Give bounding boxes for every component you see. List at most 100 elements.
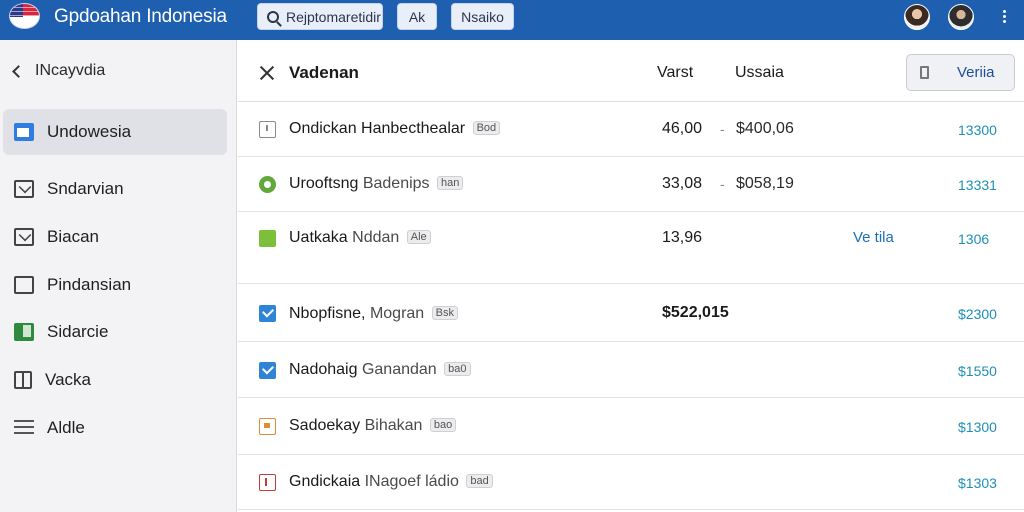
row-title: Urooftsng	[289, 175, 359, 192]
document-icon	[259, 121, 276, 138]
row-title: Sadoekay	[289, 417, 361, 434]
sidebar-item-aldle[interactable]: Aldle	[3, 405, 227, 451]
document-icon	[14, 371, 32, 389]
row-dash: -	[720, 176, 725, 192]
row-tag: bad	[466, 474, 493, 488]
row-name: Ondickan Hanbecthealar Bod	[289, 120, 501, 138]
row-tag: ba0	[444, 362, 471, 376]
top-bar: Gpdoahan Indonesia Rejptomaretidir Ak Ns…	[0, 0, 1024, 40]
row-amount[interactable]: 13300	[958, 122, 997, 138]
chevron-left-icon	[12, 64, 25, 78]
row-subtitle: Nddan	[352, 229, 400, 246]
row-tag: bao	[429, 418, 457, 432]
box-icon	[14, 276, 34, 294]
row-title: Uatkaka	[289, 229, 348, 246]
row-subtitle: Bihakan	[364, 417, 423, 434]
image-icon	[259, 418, 276, 435]
row-subtitle: Badenips	[362, 175, 430, 192]
nsaiko-button[interactable]: Nsaiko	[451, 3, 514, 30]
sidebar-item-vacka[interactable]: Vacka	[3, 357, 227, 403]
table-row[interactable]: Nbopfisne, Mogran Bsk $522,015 $2300	[238, 284, 1024, 342]
row-tag: Bsk	[431, 306, 458, 320]
row-subtitle: Mogran	[369, 305, 425, 322]
row-value-ussaia: $058,19	[736, 175, 794, 192]
more-vertical-icon[interactable]	[1000, 8, 1008, 26]
sidebar-item-label: Biacan	[47, 227, 99, 246]
sidebar-back-label: INcayvdia	[35, 62, 106, 79]
mail-icon	[14, 180, 34, 198]
avatar[interactable]	[904, 4, 930, 30]
row-value-varst: $522,015	[662, 304, 729, 321]
row-name: Nbopfisne, Mogran Bsk	[289, 305, 458, 323]
row-amount[interactable]: 1306	[958, 231, 990, 247]
sidebar: INcayvdia Undowesia Sndarvian Biacan Pin…	[0, 40, 237, 512]
row-name: Sadoekay Bihakan bao	[289, 417, 457, 435]
calendar-icon	[14, 123, 34, 141]
row-name: Urooftsng Badenips han	[289, 175, 464, 193]
sidebar-item-biacan[interactable]: Biacan	[3, 214, 227, 260]
row-title: Gndickaia	[289, 473, 361, 490]
flag-icon	[9, 3, 40, 29]
row-link[interactable]: Ve tila	[853, 229, 894, 246]
document-icon	[920, 66, 929, 79]
sidebar-back[interactable]: INcayvdia	[10, 62, 105, 80]
row-title: Nbopfisne,	[289, 305, 366, 322]
column-header-varst[interactable]: Varst	[657, 64, 694, 81]
row-tag: Bod	[472, 121, 501, 135]
sidebar-item-label: Pindansian	[47, 275, 132, 294]
row-amount[interactable]: $1303	[958, 475, 997, 491]
table-row[interactable]: Gndickaia INagoef ládio bad $1303	[238, 455, 1024, 510]
sidebar-item-sndarvian[interactable]: Sndarvian	[3, 166, 227, 212]
row-dash: -	[720, 121, 725, 137]
sidebar-item-label: Sidarcie	[47, 322, 109, 341]
row-name: Gndickaia INagoef ládio bad	[289, 473, 493, 491]
search-label: Rejptomaretidir	[286, 8, 381, 25]
table-row[interactable]: Ondickan Hanbecthealar Bod 46,00 - $400,…	[238, 102, 1024, 157]
table-row[interactable]: Nadohaig Ganandan ba0 $1550	[238, 342, 1024, 398]
check-icon	[259, 305, 276, 322]
row-value-varst: 13,96	[662, 229, 703, 246]
row-tag: han	[437, 176, 464, 190]
green-square-icon	[259, 230, 276, 247]
row-name: Uatkaka Nddan Ale	[289, 229, 431, 247]
row-amount[interactable]: $2300	[958, 306, 997, 322]
row-value-ussaia: $400,06	[736, 120, 794, 137]
main-panel: Vadenan Varst Ussaia Veriia Ondickan Han…	[238, 40, 1024, 512]
row-name: Nadohaig Ganandan ba0	[289, 361, 471, 379]
sheet-icon	[14, 323, 34, 341]
row-value-varst: 46,00	[662, 120, 703, 137]
close-icon[interactable]	[260, 66, 274, 80]
column-header-ussaia[interactable]: Ussaia	[735, 64, 784, 81]
row-amount[interactable]: $1300	[958, 419, 997, 435]
envelope-icon	[14, 228, 34, 246]
sidebar-item-undowesia[interactable]: Undowesia	[3, 109, 227, 155]
sidebar-item-sidarcie[interactable]: Sidarcie	[3, 309, 227, 355]
row-amount[interactable]: $1550	[958, 363, 997, 379]
row-tag: Ale	[406, 230, 431, 244]
verify-button-label: Veriia	[957, 64, 995, 81]
sidebar-item-label: Undowesia	[47, 122, 132, 141]
row-value-varst: 33,08	[662, 175, 703, 192]
verify-button[interactable]: Veriia	[906, 54, 1015, 91]
table-row[interactable]: Uatkaka Nddan Ale 13,96 Ve tila 1306	[238, 212, 1024, 284]
table-row[interactable]: Sadoekay Bihakan bao $1300	[238, 398, 1024, 455]
search-icon	[267, 10, 279, 23]
row-title: Nadohaig	[289, 361, 358, 378]
page-title: Vadenan	[289, 63, 359, 82]
row-amount[interactable]: 13331	[958, 177, 997, 193]
row-subtitle: Ganandan	[361, 361, 437, 378]
table-row[interactable]: Urooftsng Badenips han 33,08 - $058,19 1…	[238, 157, 1024, 212]
row-title: Ondickan Hanbecthealar	[289, 120, 466, 137]
gear-icon	[259, 176, 276, 193]
row-subtitle: INagoef ládio	[364, 473, 459, 490]
search-button[interactable]: Rejptomaretidir	[257, 3, 383, 30]
sidebar-item-pindansian[interactable]: Pindansian	[3, 262, 227, 308]
app-title: Gpdoahan Indonesia	[54, 6, 227, 27]
avatar[interactable]	[948, 4, 974, 30]
sidebar-item-label: Sndarvian	[47, 179, 124, 198]
check-icon	[259, 362, 276, 379]
sidebar-item-label: Vacka	[45, 370, 91, 389]
document-red-icon	[259, 474, 276, 491]
menu-lines-icon	[14, 420, 34, 436]
ak-button[interactable]: Ak	[397, 3, 437, 30]
